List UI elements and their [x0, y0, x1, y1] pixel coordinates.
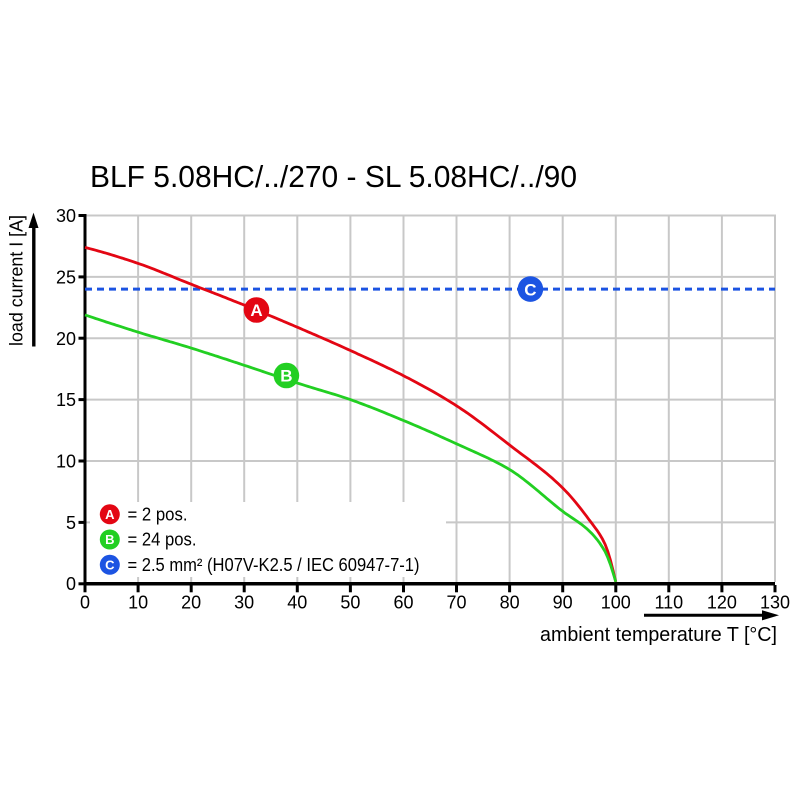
svg-text:10: 10: [56, 452, 76, 472]
svg-text:10: 10: [128, 593, 148, 613]
svg-text:A: A: [250, 301, 262, 320]
svg-text:C: C: [105, 558, 115, 573]
svg-text:130: 130: [760, 593, 790, 613]
svg-text:ambient temperature T [°C]: ambient temperature T [°C]: [540, 624, 777, 646]
svg-text:B: B: [280, 367, 292, 386]
svg-text:15: 15: [56, 390, 76, 410]
svg-text:50: 50: [340, 593, 360, 613]
svg-text:30: 30: [56, 206, 76, 226]
svg-text:= 2.5 mm² (H07V-K2.5 / IEC 609: = 2.5 mm² (H07V-K2.5 / IEC 60947-7-1): [128, 555, 420, 575]
svg-text:0: 0: [66, 574, 76, 594]
svg-text:0: 0: [80, 593, 90, 613]
svg-text:A: A: [105, 507, 115, 522]
svg-text:25: 25: [56, 267, 76, 287]
svg-text:B: B: [105, 532, 114, 547]
svg-text:C: C: [524, 280, 536, 299]
svg-text:load current I [A]: load current I [A]: [7, 215, 27, 346]
svg-text:20: 20: [56, 329, 76, 349]
svg-text:BLF 5.08HC/../270 - SL 5.08HC/: BLF 5.08HC/../270 - SL 5.08HC/../90: [90, 159, 577, 194]
svg-text:20: 20: [181, 593, 201, 613]
svg-text:70: 70: [446, 593, 466, 613]
svg-text:90: 90: [553, 593, 573, 613]
svg-text:= 2 pos.: = 2 pos.: [128, 504, 188, 524]
svg-text:110: 110: [654, 593, 683, 613]
svg-text:40: 40: [287, 593, 307, 613]
svg-text:5: 5: [66, 513, 76, 533]
svg-text:100: 100: [601, 593, 631, 613]
svg-text:60: 60: [393, 593, 413, 613]
svg-text:30: 30: [234, 593, 254, 613]
svg-text:80: 80: [500, 593, 520, 613]
svg-text:= 24 pos.: = 24 pos.: [128, 530, 197, 550]
svg-text:120: 120: [707, 593, 737, 613]
